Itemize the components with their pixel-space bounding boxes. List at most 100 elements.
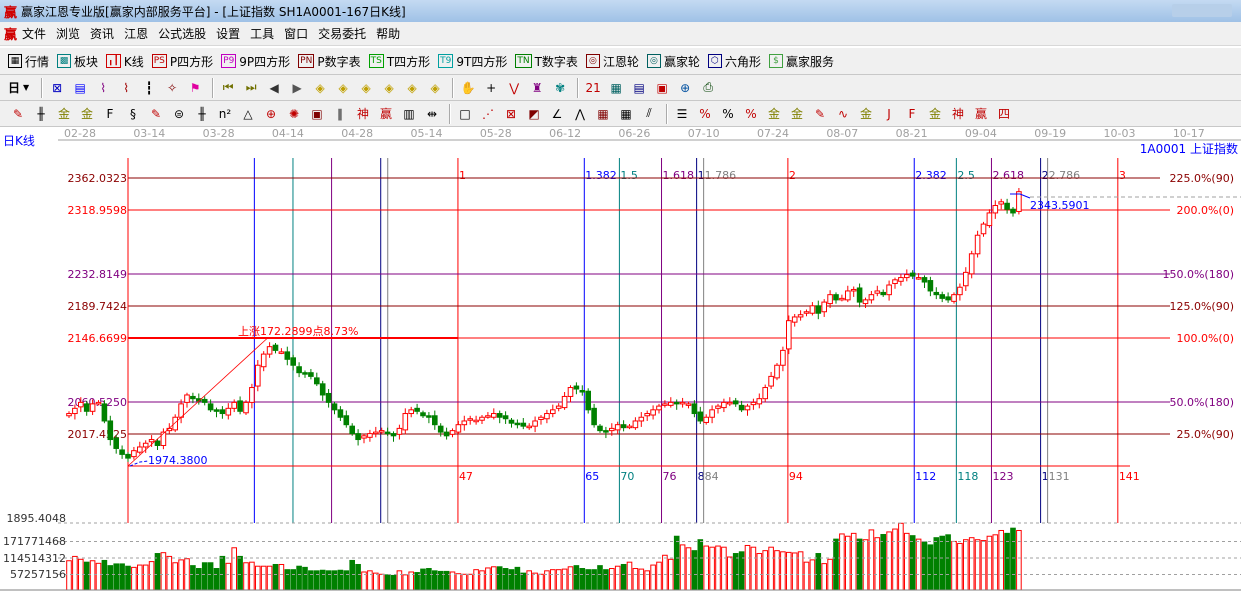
notes-icon[interactable]: ▤ [74,80,86,95]
grid2-icon[interactable]: ▦ [620,106,632,121]
square-fan-icon[interactable]: ◩ [528,106,540,121]
square-target-icon[interactable]: ▣ [311,106,323,121]
calendar-icon[interactable]: 21 [585,80,601,95]
toolbar-button[interactable]: ▦ 行情 [8,53,49,70]
hash-icon[interactable]: ╫ [198,106,206,121]
kline-chart[interactable]: 02-28 03-14 03-28 04-14 04-28 05-14 05-28 06-12… [0,127,1241,591]
crosshair-icon[interactable]: + [486,80,497,95]
spiral-icon[interactable]: § [130,106,136,121]
hand-icon[interactable]: ✋ [460,80,476,95]
shrink-icon[interactable]: ◈ [384,80,394,95]
toolbar-button[interactable]: $ 赢家服务 [768,53,834,70]
width-icon[interactable]: ⇹ [426,106,438,121]
j-angle-icon[interactable]: J [887,106,891,121]
indicator9-icon[interactable]: ⌇ [123,80,130,95]
zigzag-icon[interactable]: ⋀ [575,106,585,121]
menu-item[interactable]: 工具 [250,27,275,41]
toolbar-button[interactable]: T9 9T四方形 [438,53,507,70]
menu-item[interactable]: 资讯 [90,27,115,41]
pen-icon[interactable]: ✎ [12,106,24,121]
pct-line-icon[interactable]: % [699,106,711,121]
menu-item[interactable]: 设置 [216,27,241,41]
radial-icon[interactable]: ✺ [288,106,300,121]
marker-icon[interactable]: ✎ [814,106,826,121]
report-icon[interactable]: ▤ [633,80,645,95]
triple-slash-icon[interactable]: ⫽ [646,106,652,120]
toolbar-button[interactable]: TN T数字表 [515,53,578,70]
four-angle-icon[interactable]: 四 [997,107,1010,121]
box-icon[interactable]: □ [459,106,471,121]
angle-icon[interactable]: ∠ [551,106,563,121]
god-angle-icon[interactable]: 神 [951,107,964,121]
toolbar-button[interactable]: PS P四方形 [151,53,213,70]
target-icon[interactable]: ⊕ [265,106,277,121]
toolbar-button[interactable]: ▩ 板块 [57,53,98,70]
wave-icon[interactable]: ∿ [837,106,849,121]
levels-icon[interactable]: ☰ [676,106,688,121]
menu-item[interactable]: 公式选股 [158,27,207,41]
menu-item[interactable]: 帮助 [376,27,401,41]
win-icon[interactable]: 赢 [379,107,392,121]
pattern-icon[interactable]: ✾ [555,80,566,95]
menu-item[interactable]: 江恩 [124,27,149,41]
fib-icon[interactable]: F [106,106,114,121]
expand-icon[interactable]: ◈ [361,80,371,95]
triangle-icon[interactable]: △ [243,106,253,121]
toolbar-button[interactable]: TS T四方形 [368,53,430,70]
flag-icon[interactable]: ⚑ [189,80,201,95]
square-diag-icon[interactable]: ⊠ [505,106,517,121]
map-icon[interactable]: ✧ [167,80,178,95]
shirt-icon[interactable]: ♜ [531,80,543,95]
menu-item[interactable]: 窗口 [284,27,309,41]
next-icon[interactable]: ▶ [292,80,302,95]
fan-icon[interactable]: ⋰ [482,106,494,121]
menu-item[interactable]: 交易委托 [318,27,367,41]
parallel-icon[interactable]: ╫ [37,106,45,121]
last-icon[interactable]: ⏭ [245,80,257,94]
save-icon[interactable]: ▣ [656,80,668,95]
win-angle-icon[interactable]: 赢 [974,107,987,121]
circle-grid-icon[interactable]: ⊜ [173,106,185,121]
line-icon[interactable]: ⋁ [509,80,520,95]
calculator-icon[interactable]: ▦ [610,80,622,95]
period-select[interactable]: 日 ▼ [8,79,29,96]
zoom-in-icon[interactable]: ◈ [407,80,417,95]
candle-type-icon[interactable]: ┇ [145,80,153,95]
toolbar-button[interactable]: PN P数字表 [298,53,361,70]
move-right-icon[interactable]: ◈ [338,80,348,95]
gold-line-icon[interactable]: 金 [57,107,70,121]
volume-bar [302,566,308,591]
network-icon[interactable]: ⊕ [680,80,691,95]
move-left-icon[interactable]: ◈ [315,80,325,95]
toolbar-button[interactable]: ◎ 赢家轮 [646,53,700,70]
last-price-pointer [1010,193,1031,199]
gold-line2-icon[interactable]: 金 [80,107,93,121]
slash-icon[interactable]: ∥ [337,106,343,121]
first-icon[interactable]: ⏮ [222,80,234,94]
volume-bar [343,570,350,591]
window-controls[interactable] [1172,4,1232,17]
ruler-pen-icon[interactable]: ✎ [150,106,162,121]
zoom-out-icon[interactable]: ◈ [430,80,440,95]
zoom-chart-icon[interactable]: ⊠ [52,80,63,95]
toolbar-button[interactable]: ╻┃ K线 [106,53,144,70]
gold-levels-icon[interactable]: 金 [790,107,803,121]
toolbar-button[interactable]: ◎ 江恩轮 [585,53,639,70]
scale-icon[interactable]: ▥ [403,106,415,121]
toolbar-button[interactable]: P9 9P四方形 [221,53,290,70]
gold-bar-icon[interactable]: 金 [859,107,872,121]
n2-icon[interactable]: n² [218,106,232,121]
prev-icon[interactable]: ◀ [269,80,279,95]
percent-icon[interactable]: % [722,106,734,121]
toolbar-button[interactable]: ⬡ 六角形 [707,53,761,70]
indicator3-icon[interactable]: ⌇ [100,80,107,95]
pct-levels-icon[interactable]: % [745,106,757,121]
print-icon[interactable]: ⎙ [703,80,713,94]
gold-angle-icon[interactable]: 金 [928,107,941,121]
f-angle-icon[interactable]: F [908,106,916,121]
menu-item[interactable]: 文件 [22,27,47,41]
gold-circle-icon[interactable]: 金 [767,107,780,121]
grid-icon[interactable]: ▦ [597,106,609,121]
menu-item[interactable]: 浏览 [56,27,81,41]
god-icon[interactable]: 神 [356,107,369,121]
